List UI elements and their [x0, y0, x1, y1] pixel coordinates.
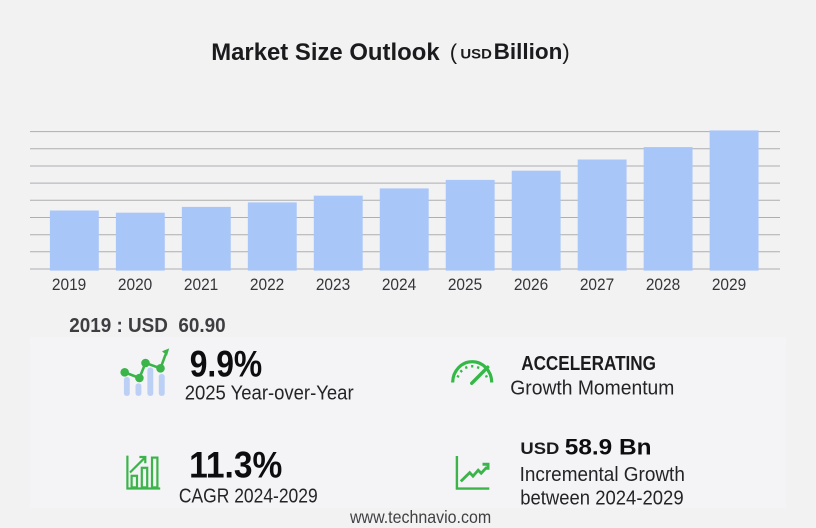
svg-text:www.technavio.com: www.technavio.com: [349, 508, 491, 528]
svg-text:2019: 2019: [52, 275, 86, 294]
svg-text:2026: 2026: [514, 275, 548, 294]
svg-text:9.9%: 9.9%: [190, 344, 263, 385]
svg-text:CAGR 2024-2029: CAGR 2024-2029: [179, 484, 318, 506]
svg-text:USD: USD: [520, 439, 559, 458]
svg-text:Billion: Billion: [494, 39, 563, 64]
svg-text:11.3%: 11.3%: [189, 445, 282, 486]
svg-text:2021: 2021: [184, 275, 218, 294]
svg-text:Growth Momentum: Growth Momentum: [510, 377, 674, 399]
svg-text:): ): [562, 40, 569, 65]
svg-text:2019 : USD 60.90: 2019 : USD 60.90: [69, 314, 225, 337]
svg-text:(: (: [450, 40, 458, 65]
svg-text:2022: 2022: [250, 275, 284, 294]
svg-text:2020: 2020: [118, 275, 152, 294]
svg-text:USD: USD: [460, 47, 491, 62]
svg-text:between 2024-2029: between 2024-2029: [520, 488, 683, 510]
svg-text:ACCELERATING: ACCELERATING: [521, 352, 656, 375]
svg-text:Market Size Outlook: Market Size Outlook: [211, 39, 440, 66]
svg-text:2024: 2024: [382, 275, 416, 294]
svg-text:2028: 2028: [646, 275, 680, 294]
svg-text:2025 Year-over-Year: 2025 Year-over-Year: [185, 383, 354, 405]
svg-text:2029: 2029: [712, 275, 746, 294]
svg-text:2023: 2023: [316, 275, 350, 294]
svg-text:2025: 2025: [448, 275, 482, 294]
svg-text:Incremental Growth: Incremental Growth: [520, 463, 685, 486]
svg-text:2027: 2027: [580, 275, 614, 294]
svg-text:58.9 Bn: 58.9 Bn: [565, 434, 652, 459]
